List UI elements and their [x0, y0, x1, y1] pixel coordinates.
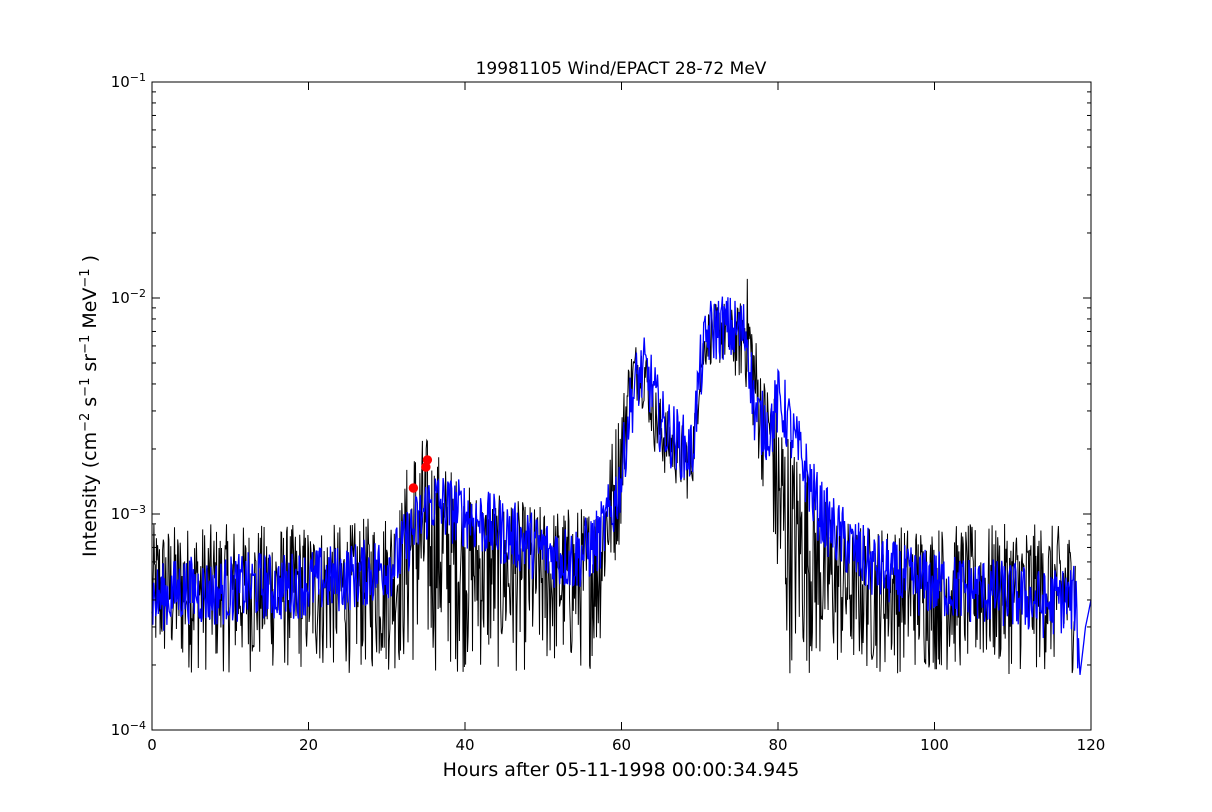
- y-tick-label: 10−4: [111, 719, 146, 740]
- y-axis-label-unit-s: s: [79, 397, 101, 413]
- tick-layer: 0 20 40 60 80 100 120 10−4 10−3 10−2 10−1: [111, 71, 1106, 755]
- marker-layer: [408, 455, 433, 493]
- y-axis-label-close: ): [79, 255, 101, 268]
- x-tick-label: 60: [612, 736, 631, 754]
- y-axis-label: Intensity (cm−2 s−1 sr−1 MeV−1 ): [78, 255, 102, 557]
- chart-title: 19981105 Wind/EPACT 28-72 MeV: [476, 59, 767, 79]
- x-tick-label: 80: [768, 736, 787, 754]
- x-axis-label: Hours after 05-11-1998 00:00:34.945: [443, 759, 800, 781]
- event-marker: [408, 483, 419, 493]
- x-tick-label: 120: [1077, 736, 1106, 754]
- x-tick-label: 40: [455, 736, 474, 754]
- event-marker: [422, 455, 433, 465]
- x-tick-label: 100: [920, 736, 949, 754]
- y-tick-label: 10−3: [111, 503, 146, 524]
- y-tick-label: 10−1: [111, 71, 146, 92]
- y-axis-label-unit-mev: MeV: [79, 288, 101, 335]
- y-axis-label-exp-2: −1: [78, 378, 93, 397]
- y-tick-label: 10−2: [111, 287, 146, 308]
- x-tick-label: 0: [147, 736, 157, 754]
- y-axis-label-exp-1: −2: [78, 413, 93, 432]
- series-layer: [151, 296, 1092, 675]
- y-axis-label-unit-sr: sr: [79, 354, 101, 378]
- y-axis-label-main: Intensity (cm: [79, 432, 101, 557]
- x-tick-label: 20: [299, 736, 318, 754]
- y-axis-label-exp-4: −1: [78, 268, 93, 287]
- series-line-0: [151, 296, 1092, 675]
- y-axis-label-exp-3: −1: [78, 335, 93, 354]
